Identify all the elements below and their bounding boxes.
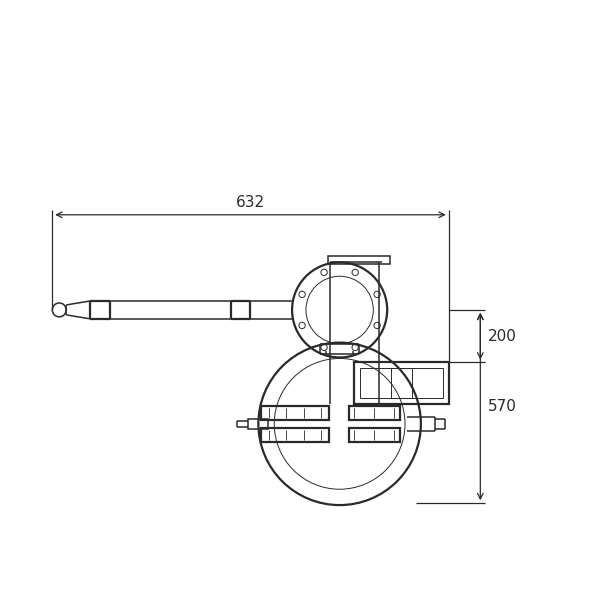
Bar xyxy=(262,428,329,442)
Bar xyxy=(328,256,390,265)
Bar xyxy=(361,368,443,398)
Bar xyxy=(349,406,400,420)
Bar xyxy=(262,406,329,420)
Bar xyxy=(349,428,400,442)
Text: 200: 200 xyxy=(488,329,517,344)
Bar xyxy=(391,368,412,398)
Bar xyxy=(248,419,268,429)
Bar xyxy=(355,362,449,404)
Text: 632: 632 xyxy=(236,195,265,210)
Text: 570: 570 xyxy=(488,399,517,414)
